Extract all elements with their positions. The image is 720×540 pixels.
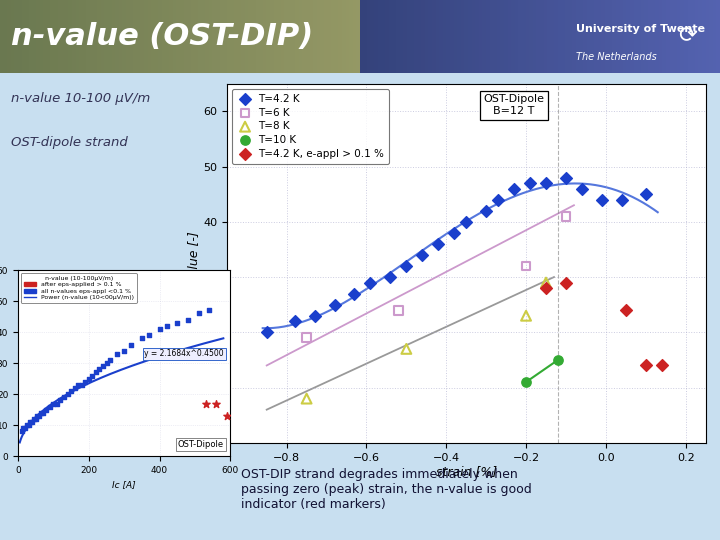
Point [73, 381, 84, 389]
T=4.2 K [560, 173, 572, 182]
Point [112, 349, 123, 358]
T=4.2 K [576, 184, 588, 193]
Point [193, 309, 204, 318]
Text: OST-Dipole: OST-Dipole [178, 440, 224, 449]
X-axis label: strain [%]: strain [%] [436, 465, 497, 478]
Point [51, 399, 63, 408]
T=8 K [301, 394, 312, 403]
T=4.2 K [616, 195, 628, 204]
T=4.2 K, e-appl > 0.1 % [540, 284, 552, 293]
Point [143, 331, 155, 340]
Point [34, 411, 45, 420]
Point [66, 387, 77, 395]
Point [16, 427, 27, 436]
Point [55, 396, 66, 405]
Point [125, 340, 137, 349]
Point [24, 418, 36, 427]
Text: y = 2.1684x^0.4500: y = 2.1684x^0.4500 [145, 349, 224, 359]
Point [182, 315, 194, 324]
Point [62, 390, 73, 399]
X-axis label: Ic [A]: Ic [A] [112, 481, 136, 490]
Point [35, 408, 47, 417]
T=8 K [400, 345, 412, 353]
Point [37, 408, 48, 417]
T=4.2 K [348, 289, 360, 298]
Point [200, 399, 212, 408]
Point [101, 359, 112, 367]
Text: OST-Dipole
B=12 T: OST-Dipole B=12 T [484, 94, 544, 116]
T=4.2 K [329, 300, 341, 309]
Point [19, 424, 31, 433]
T=6 K [560, 212, 572, 221]
Point [48, 399, 59, 408]
T=4.2 K, e-appl > 0.1 % [640, 361, 652, 370]
T=6 K [521, 262, 532, 271]
Legend: after eps-applied > 0.1 %, all n-values eps-appl <0.1 %, Power (n-value (10<00μV: after eps-applied > 0.1 %, all n-values … [21, 273, 137, 303]
Point [58, 393, 70, 402]
Point [86, 372, 98, 380]
T=4.2 K [365, 278, 377, 287]
Text: OST-DIP strand degrades immediately when
passing zero (peak) strain, the n-value: OST-DIP strand degrades immediately when… [241, 468, 532, 511]
Point [79, 377, 91, 386]
T=4.2 K, e-appl > 0.1 % [620, 306, 631, 314]
T=6 K [392, 306, 404, 314]
Point [28, 415, 40, 423]
T=6 K [301, 334, 312, 342]
T=4.2 K, e-appl > 0.1 % [656, 361, 667, 370]
T=4.2 K [461, 218, 472, 226]
T=4.2 K [492, 195, 504, 204]
T=10 K [552, 356, 564, 364]
Point [30, 415, 42, 423]
Point [76, 381, 88, 389]
T=4.2 K [524, 179, 536, 187]
Point [27, 418, 38, 427]
T=4.2 K [596, 195, 608, 204]
Point [90, 368, 102, 377]
Text: n-value 10-100 μV/m: n-value 10-100 μV/m [12, 92, 150, 105]
Point [136, 334, 148, 343]
Text: OST-dipole strand: OST-dipole strand [12, 136, 128, 149]
T=4.2 K [384, 273, 396, 281]
Point [210, 399, 222, 408]
Point [23, 421, 35, 430]
T=4.2 K [449, 228, 460, 237]
T=4.2 K, e-appl > 0.1 % [560, 278, 572, 287]
Text: ⟳: ⟳ [678, 26, 697, 46]
Text: The Netherlands: The Netherlands [576, 52, 657, 62]
T=10 K [521, 377, 532, 386]
T=4.2 K [417, 251, 428, 259]
Point [21, 421, 32, 430]
Point [221, 411, 233, 420]
T=4.2 K [640, 190, 652, 199]
T=8 K [540, 278, 552, 287]
Point [83, 374, 94, 383]
Point [104, 356, 116, 364]
Point [154, 325, 166, 333]
Point [171, 319, 183, 327]
Point [40, 406, 52, 414]
T=4.2 K [289, 317, 300, 326]
Point [44, 402, 55, 411]
Point [161, 321, 173, 330]
T=4.2 K [433, 240, 444, 248]
Point [97, 362, 109, 370]
Legend: T=4.2 K, T=6 K, T=8 K, T=10 K, T=4.2 K, e-appl > 0.1 %: T=4.2 K, T=6 K, T=8 K, T=10 K, T=4.2 K, … [232, 89, 389, 164]
T=4.2 K [261, 328, 272, 336]
T=4.2 K [480, 206, 492, 215]
Point [204, 306, 215, 315]
Point [69, 383, 81, 392]
T=4.2 K [508, 184, 520, 193]
Point [94, 365, 105, 374]
T=4.2 K [309, 312, 320, 320]
Y-axis label: n-value [-]: n-value [-] [187, 231, 200, 295]
T=4.2 K [540, 179, 552, 187]
T=8 K [521, 312, 532, 320]
Text: University of Twente: University of Twente [576, 24, 705, 34]
Point [32, 411, 43, 420]
Text: n-value (OST-DIP): n-value (OST-DIP) [11, 22, 313, 51]
Point [17, 424, 29, 433]
T=4.2 K [400, 262, 412, 271]
Point [119, 347, 130, 355]
